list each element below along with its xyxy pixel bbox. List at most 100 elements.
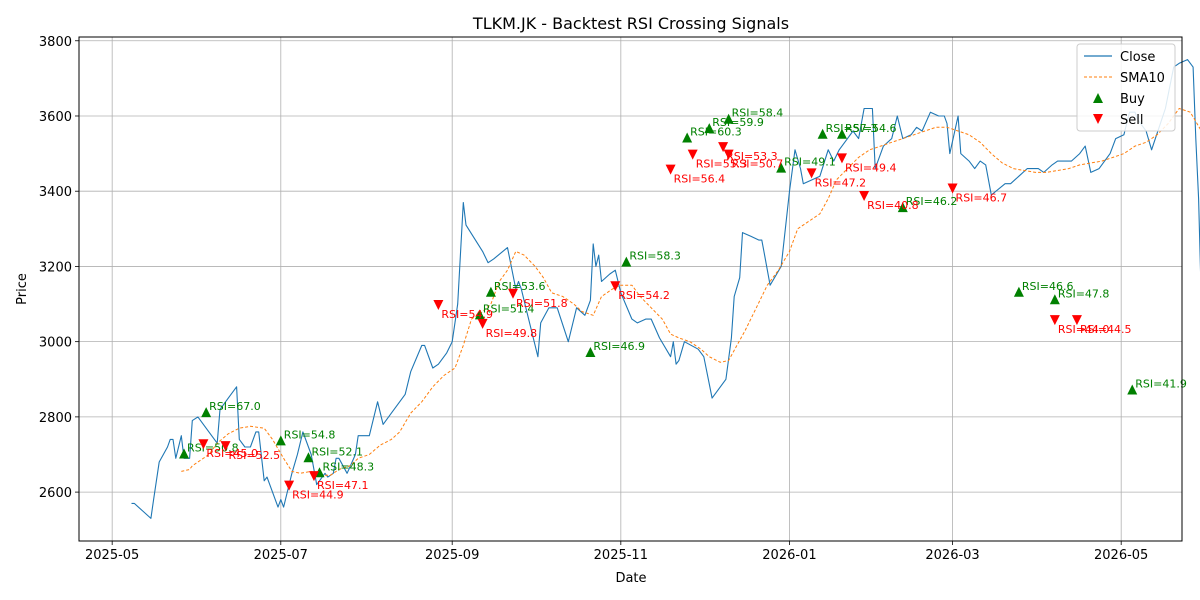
legend-buy-label: Buy: [1120, 92, 1145, 107]
sell-label: RSI=47.1: [317, 479, 369, 492]
buy-label: RSI=46.2: [906, 195, 958, 208]
legend-sell-marker: [1093, 114, 1103, 124]
y-axis-title: Price: [15, 273, 30, 305]
buy-marker: [1049, 294, 1060, 305]
legend-sma-label: SMA10: [1120, 71, 1165, 86]
sell-label: RSI=55.3: [696, 158, 748, 171]
sell-marker: [308, 471, 319, 482]
buy-label: RSI=58.4: [732, 107, 784, 120]
sell-label: RSI=44.9: [292, 489, 344, 502]
buy-marker: [179, 448, 190, 459]
legend-box: [1076, 43, 1176, 132]
tick-layer: 2025-05 2025-07 2025-09 2025-11 2026-01 2026-…: [39, 35, 1148, 563]
buy-marker: [897, 202, 908, 213]
y-tick-label: 3400: [39, 185, 72, 200]
buy-label: RSI=52.1: [311, 445, 363, 458]
x-tick-label: 2025-11: [594, 548, 648, 563]
legend-close-label: Close: [1120, 50, 1155, 65]
x-tick-label: 2026-01: [762, 548, 816, 563]
buy-marker: [836, 128, 847, 139]
sell-marker: [477, 318, 488, 329]
sell-label: RSI=47.2: [815, 176, 867, 189]
buy-marker: [1013, 286, 1024, 297]
y-tick-label: 2800: [39, 411, 72, 426]
sell-marker: [508, 288, 519, 299]
buy-marker: [682, 132, 693, 143]
sell-label: RSI=49.4: [845, 161, 897, 174]
buy-label: RSI=47.8: [1058, 287, 1110, 300]
buy-label: RSI=67.0: [209, 400, 261, 413]
plot-frame: [78, 36, 1183, 542]
sell-label: RSI=51.8: [516, 297, 568, 310]
buy-marker: [704, 123, 715, 134]
buy-marker: [303, 452, 314, 463]
buy-marker: [474, 309, 485, 320]
x-tick-label: 2025-09: [425, 548, 479, 563]
series-line-sma10: [181, 108, 1200, 476]
sell-marker: [284, 480, 295, 491]
sell-marker: [198, 439, 209, 450]
x-tick-label: 2025-07: [254, 548, 308, 563]
sell-marker: [1049, 315, 1060, 326]
sell-marker: [859, 190, 870, 201]
buy-label: RSI=53.6: [494, 280, 546, 293]
sell-marker: [220, 441, 231, 452]
series-line-close: [131, 59, 1200, 519]
buy-marker: [776, 162, 787, 173]
sell-label: RSI=44.5: [1080, 323, 1132, 336]
buy-marker: [585, 346, 596, 357]
buy-label: RSI=58.3: [629, 250, 681, 263]
series-layer: [131, 59, 1200, 519]
legend: Close SMA10 Buy Sell: [1076, 43, 1176, 132]
x-tick-label: 2026-05: [1094, 548, 1148, 563]
buy-marker: [275, 435, 286, 446]
sell-marker: [687, 149, 698, 160]
chart-title: TLKM.JK - Backtest RSI Crossing Signals: [472, 14, 789, 33]
y-tick-label: 3000: [39, 336, 72, 351]
buy-marker: [201, 407, 212, 418]
sell-marker: [665, 164, 676, 175]
buy-label: RSI=46.9: [593, 340, 645, 353]
buy-label: RSI=54.8: [284, 428, 336, 441]
sell-label: RSI=50.7: [732, 158, 784, 171]
y-tick-label: 3600: [39, 110, 72, 125]
legend-buy-marker: [1093, 93, 1103, 103]
y-tick-label: 2600: [39, 486, 72, 501]
sell-label: RSI=45.0: [206, 447, 258, 460]
sell-marker: [723, 149, 734, 160]
sell-label: RSI=53.3: [726, 150, 778, 163]
signal-layer: RSI=50.8RSI=67.0RSI=54.8RSI=52.1RSI=48.3…: [179, 107, 1187, 502]
grid-layer: [79, 37, 1182, 541]
y-tick-label: 3200: [39, 260, 72, 275]
buy-marker: [723, 113, 734, 124]
sell-marker: [433, 300, 444, 311]
buy-label: RSI=48.3: [323, 460, 375, 473]
sell-label: RSI=46.7: [956, 191, 1008, 204]
buy-label: RSI=59.9: [712, 116, 764, 129]
x-tick-label: 2026-03: [925, 548, 979, 563]
sell-marker: [1071, 315, 1082, 326]
buy-label: RSI=60.3: [690, 126, 742, 139]
sell-label: RSI=54.2: [618, 289, 670, 302]
sell-label: RSI=40.8: [867, 199, 919, 212]
sell-label: RSI=49.8: [486, 327, 538, 340]
buy-label: RSI=51.4: [483, 302, 535, 315]
sell-marker: [718, 142, 729, 153]
x-tick-label: 2025-05: [85, 548, 139, 563]
buy-marker: [1127, 384, 1138, 395]
buy-marker: [817, 128, 828, 139]
buy-label: RSI=46.6: [1022, 280, 1074, 293]
x-axis-title: Date: [615, 571, 646, 586]
buy-marker: [621, 256, 632, 267]
legend-sell-label: Sell: [1120, 113, 1143, 128]
sell-marker: [610, 281, 621, 292]
sell-marker: [947, 183, 958, 194]
sell-marker: [806, 168, 817, 179]
buy-label: RSI=49.1: [784, 156, 836, 169]
y-tick-label: 3800: [39, 35, 72, 50]
sell-label: RSI=54.9: [441, 308, 493, 321]
sell-label: RSI=56.4: [674, 173, 726, 186]
